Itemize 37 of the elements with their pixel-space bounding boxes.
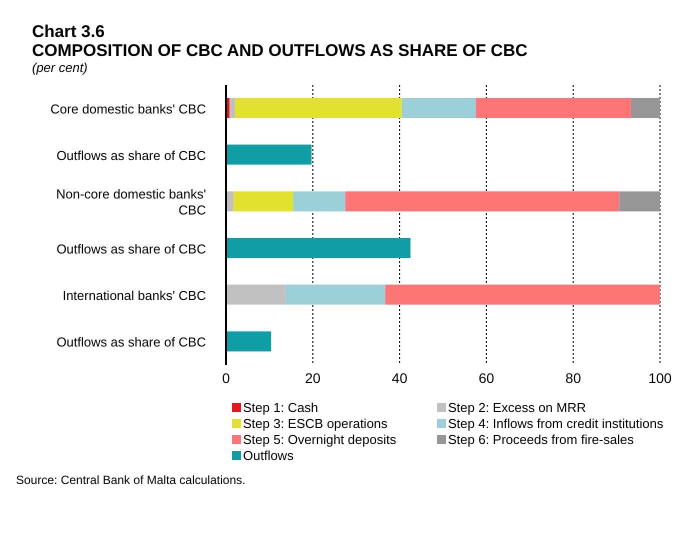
y-tick-label: Core domestic banks' CBC (50, 100, 206, 116)
x-tick-label: 0 (222, 370, 230, 386)
text: (per cent) (32, 60, 89, 75)
y-tick-label: International banks' CBC (62, 288, 206, 302)
y-tick-label: Outflows as share of CBC (56, 334, 206, 350)
x-tick-label: 60 (478, 370, 494, 386)
y-tick-label: Outflows as share of CBC (56, 240, 206, 256)
source-note: Source: Central Bank of Malta calculations. (16, 473, 246, 487)
bar (229, 98, 236, 118)
y-tick-label: Non-core domestic banks' CBC (56, 186, 206, 218)
bar (345, 191, 620, 212)
bar (402, 98, 476, 118)
bar (385, 284, 660, 305)
bar (293, 191, 346, 212)
legend-label: Outflows (243, 448, 294, 463)
legend-label: Step 2: Excess on MRR (448, 400, 586, 415)
bar (619, 191, 660, 212)
x-tick-label: 20 (305, 370, 321, 386)
bar (226, 331, 272, 352)
legend-label: Step 1: Cash (243, 400, 318, 415)
legend-label: Step 3: ESCB operations (243, 416, 388, 431)
legend-label: Step 4: Inflows from credit institutions (448, 416, 664, 431)
legend-label: Step 6: Proceeds from fire-sales (448, 432, 634, 447)
bar (233, 191, 294, 212)
y-tick-label: Outflows as share of CBC (56, 148, 206, 162)
bar (476, 98, 631, 118)
bar (286, 284, 386, 305)
legend-label: Step 5: Overnight deposits (243, 432, 396, 447)
bar (226, 284, 286, 305)
bar (226, 144, 312, 165)
x-tick-label: 100 (648, 370, 672, 386)
chart-title: Chart 3.6 COMPOSITION OF CBC AND OUTFLOWS AS SHARE OF CBC (32, 22, 529, 60)
x-tick-label: 40 (392, 370, 408, 386)
bar (235, 98, 402, 118)
x-tick-label: 80 (565, 370, 582, 386)
bar (630, 98, 660, 118)
bar (226, 238, 410, 258)
